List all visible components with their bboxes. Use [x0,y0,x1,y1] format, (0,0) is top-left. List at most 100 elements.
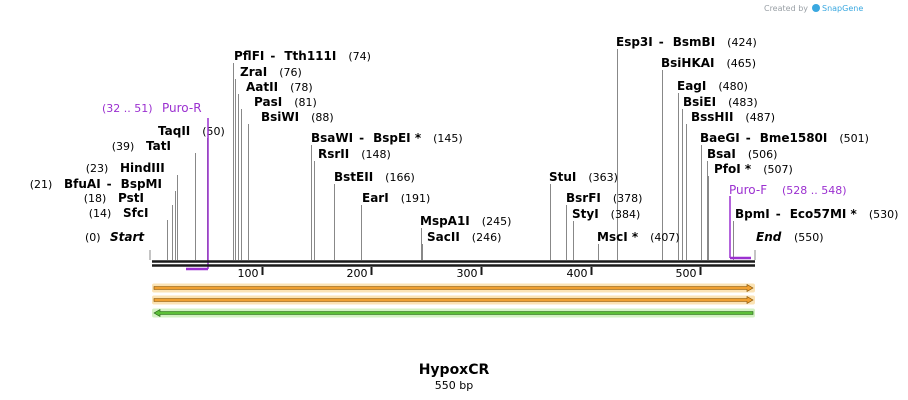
primer: (32 .. 51) Puro-R [102,101,209,271]
site-name: MscI * [597,230,639,244]
primer-name: Puro-R [162,101,202,115]
site-label: EarI (191) [362,191,430,205]
site-position: (424) [727,36,757,49]
site-name: EarI [362,191,389,205]
site-label: BssHII (487) [691,110,775,124]
site-name: BpmI [735,207,770,221]
site-label: StuI (363) [549,170,618,184]
site-position: (246) [472,231,502,244]
site-name: HindIII [120,161,165,175]
reverse-feature-arrow [152,308,755,318]
site-position: (363) [588,171,618,184]
site-label: TatI (39) [112,139,171,153]
ruler-tick-label: 200 [347,267,368,280]
site-label: PfoI * (507) [714,162,793,176]
site-label: Esp3I - BsmBI (424) [616,35,757,49]
site-position: (487) [745,111,775,124]
site-label: (0) Start [85,230,145,244]
site-name: MspA1I [420,214,470,228]
site-position: (145) [433,132,463,145]
site-label: BsaWI - BspEI * (145) [311,131,463,145]
site-name: BsaWI [311,131,353,145]
site-label: PflFI - Tth111I (74) [234,49,371,63]
site-position: (550) [794,231,824,244]
site-separator: - [659,35,664,49]
snapgene-credit: Created by SnapGene [764,4,863,13]
site-label: BsrFI (378) [566,191,642,205]
site-name: BspEI * [373,131,422,145]
site-position: (50) [202,125,225,138]
ruler: 100 200 300 400 500 [238,267,702,280]
site-position: (507) [763,163,793,176]
primers: (32 .. 51) Puro-R Puro-F (528 .. 548) [102,101,847,271]
primer-range: (528 .. 548) [782,184,847,197]
site-name: StyI [572,207,599,221]
primer: Puro-F (528 .. 548) [729,183,847,260]
site-name: Esp3I [616,35,653,49]
site-position: (21) [30,178,53,191]
site-label: PasI (81) [254,95,317,109]
forward-feature-arrow [152,283,755,293]
primer-range: (32 .. 51) [102,102,153,115]
site-name: Bme1580I [760,131,828,145]
site-label: AatII (78) [246,80,313,94]
site-position: (76) [279,66,302,79]
site-label: ZraI (76) [240,65,302,79]
site-position: (81) [294,96,317,109]
sequence-title: HypoxCR [419,362,490,378]
site-label: MspA1I (245) [420,214,511,228]
site-position: (506) [748,148,778,161]
site-separator: - [107,177,112,191]
site-label: BsaI (506) [707,147,777,161]
primer-name: Puro-F [729,183,767,197]
site-name: BssHII [691,110,733,124]
site-separator: - [746,131,751,145]
site-name: AatII [246,80,278,94]
site-position: (530) [869,208,899,221]
site-label: MscI * (407) [597,230,680,244]
site-name: End [756,230,782,244]
site-label: HindIII (23) [86,161,165,175]
site-name: PfoI * [714,162,752,176]
site-label: BaeGI - Bme1580I (501) [700,131,869,145]
ruler-tick-label: 100 [238,267,259,280]
site-position: (384) [611,208,641,221]
site-label: BsiWI (88) [261,110,334,124]
site-name: BstEII [334,170,373,184]
feature-body [153,295,754,305]
site-position: (148) [361,148,391,161]
site-label: End (550) [756,230,824,244]
site-position: (14) [89,207,112,220]
site-label: BsiHKAI (465) [661,56,756,70]
site-label: BfuAI - BspMI (21) [30,177,162,191]
site-label: SacII (246) [427,230,501,244]
credit-prefix: Created by [764,4,808,13]
site-label: BsiEI (483) [683,95,758,109]
site-position: (407) [650,231,680,244]
site-position: (501) [839,132,869,145]
site-name: BsiEI [683,95,716,109]
site-name: PflFI [234,49,264,63]
site-position: (166) [385,171,415,184]
site-name: PstI [118,191,144,205]
site-position: (74) [348,50,371,63]
site-name: EagI [677,79,706,93]
ruler-tick-label: 500 [676,267,697,280]
site-label: SfcI (14) [89,206,149,220]
sequence-length: 550 bp [435,379,473,392]
site-name: Eco57MI * [790,207,858,221]
site-position: (18) [84,192,107,205]
site-name: BspMI [121,177,162,191]
sequence-backbone [152,260,755,267]
site-separator: - [270,49,275,63]
forward-feature-arrow [152,295,755,305]
site-position: (88) [311,111,334,124]
features [152,283,755,318]
site-name: Tth111I [284,49,336,63]
site-name: BsaI [707,147,736,161]
site-position: (480) [718,80,748,93]
site-position: (23) [86,162,109,175]
site-name: Start [110,230,145,244]
